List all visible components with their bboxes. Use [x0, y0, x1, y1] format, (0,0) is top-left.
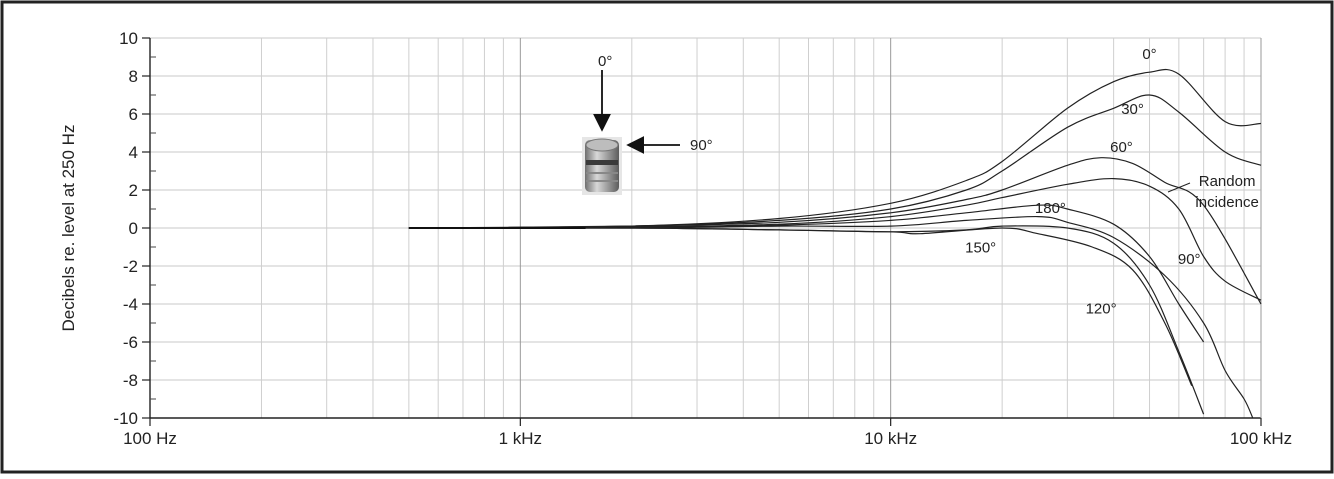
response-curves	[408, 68, 1262, 419]
x-tick-label: 1 kHz	[499, 429, 542, 448]
y-axis-label: Decibels re. level at 250 Hz	[59, 125, 78, 332]
curve-label: 120°	[1086, 301, 1117, 318]
grid	[149, 37, 1262, 419]
curve-label: 30°	[1121, 101, 1144, 118]
curve-label: 90°	[1178, 251, 1201, 268]
y-tick-label: 2	[129, 181, 138, 200]
inset-label-90-degree: 90°	[690, 137, 713, 154]
microphone-icon	[582, 137, 622, 195]
microphone-inset: 0° 90°	[582, 53, 713, 195]
curve-annotations: 0° 30° 60° Random incidence 180° 90° 150° 120°	[965, 46, 1259, 318]
y-tick-label: -10	[113, 409, 138, 428]
curve-label: 0°	[1142, 46, 1156, 63]
y-tick-label: -6	[123, 333, 138, 352]
x-tick-label: 100 Hz	[123, 429, 177, 448]
y-tick-label: 6	[129, 105, 138, 124]
curve-label: 180°	[1035, 200, 1066, 217]
x-tick-label: 100 kHz	[1230, 429, 1292, 448]
y-tick-label: 4	[129, 143, 138, 162]
y-tick-label: -8	[123, 371, 138, 390]
curve-label: incidence	[1195, 194, 1258, 211]
curve-150-degree	[408, 227, 1193, 386]
y-tick-label: 8	[129, 67, 138, 86]
curve-label: Random	[1199, 173, 1256, 190]
y-tick-label: -2	[123, 257, 138, 276]
curve-180-degree	[408, 204, 1205, 343]
inset-label-0-degree: 0°	[598, 53, 612, 70]
curve-label: 60°	[1110, 139, 1133, 156]
curve-60-degree	[408, 157, 1262, 305]
y-tick-label: 10	[119, 29, 138, 48]
x-tick-label: 10 kHz	[864, 429, 917, 448]
y-tick-label: -4	[123, 295, 138, 314]
random-incidence-leader	[1167, 182, 1191, 193]
y-tick-label: 0	[129, 219, 138, 238]
curve-label: 150°	[965, 240, 996, 257]
curve-90-degree	[408, 215, 1254, 419]
